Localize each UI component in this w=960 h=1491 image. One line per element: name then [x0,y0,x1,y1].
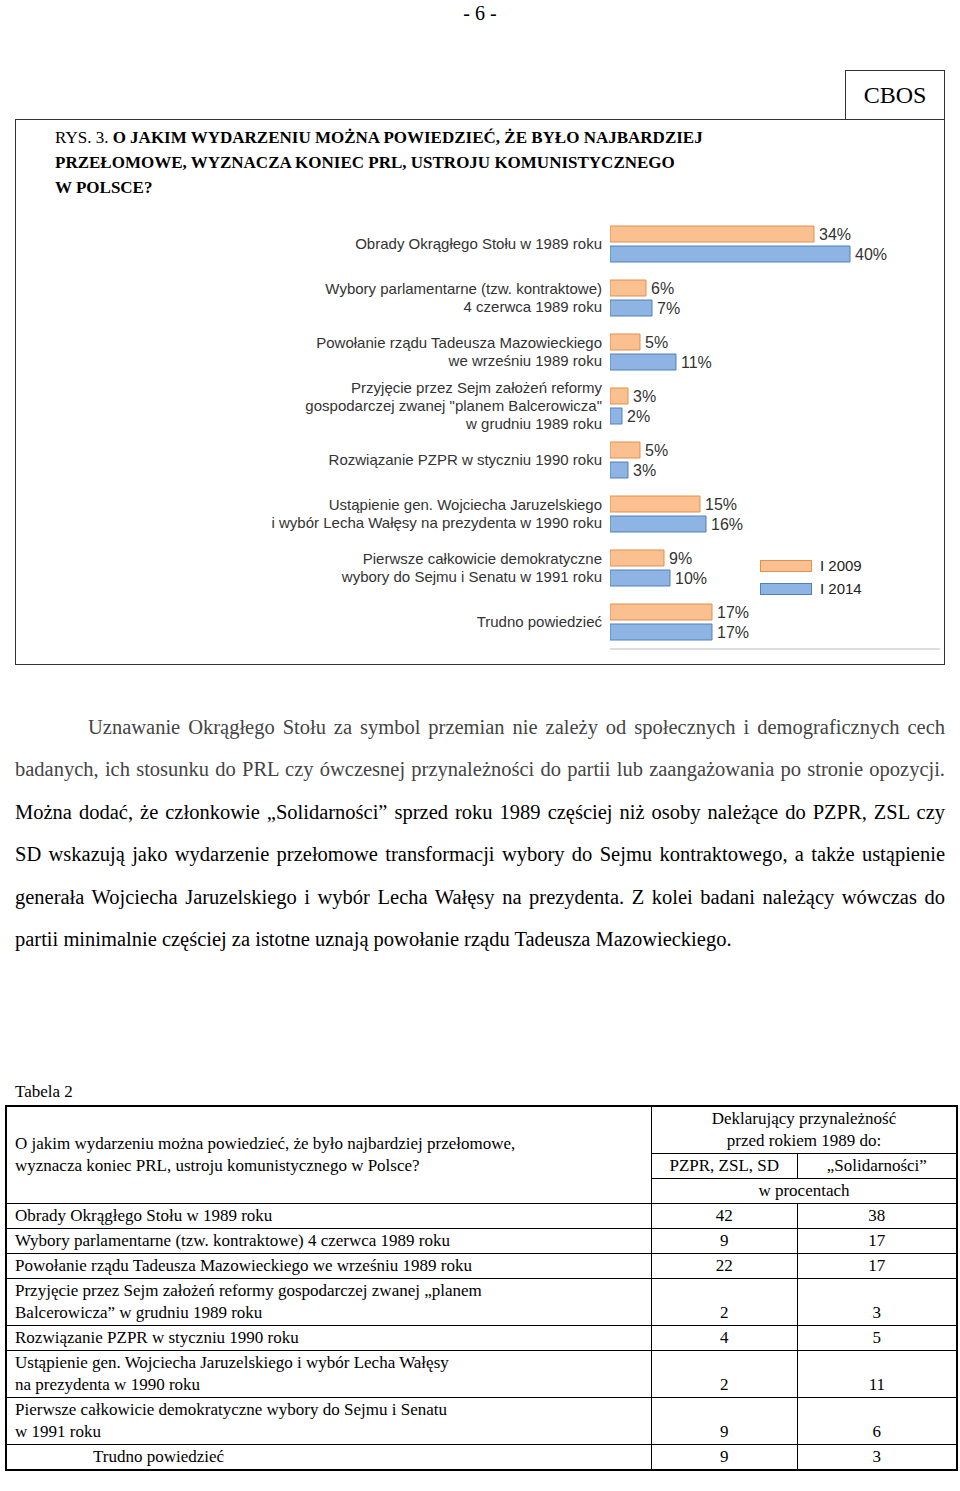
svg-text:15%: 15% [705,496,737,513]
svg-text:10%: 10% [675,570,707,587]
html-text:Obrady Okrągłego Stołu w 1989: Obrady Okrągłego Stołu w 1989 roku [15,1206,273,1225]
svg-text:16%: 16% [711,516,743,533]
html-text:2: 2 [720,1375,729,1394]
svg-text:Przyjęcie przez Sejm założeń r: Przyjęcie przez Sejm założeń reformygosp… [305,379,602,432]
svg-text:Wybory parlamentarne (tzw. kon: Wybory parlamentarne (tzw. kontraktowe)4… [325,280,602,315]
html-text:38: 38 [868,1206,886,1225]
svg-text:Rozwiązanie PZPR w styczniu 19: Rozwiązanie PZPR w styczniu 1990 roku [329,451,602,468]
html-text:„Solidarności”: „Solidarności” [826,1156,927,1175]
svg-text:7%: 7% [657,300,680,317]
svg-text:34%: 34% [819,226,851,243]
html-text:I 2009: I 2009 [820,557,862,574]
svg-text:2%: 2% [627,408,650,425]
svg-text:3%: 3% [633,462,656,479]
svg-text:Powołanie rządu Tadeusza Mazow: Powołanie rządu Tadeusza Mazowieckiegowe… [316,334,602,369]
svg-text:5%: 5% [645,334,668,351]
html-text:4: 4 [720,1328,729,1347]
html-text:PZPR, ZSL, SD: PZPR, ZSL, SD [669,1156,780,1175]
html-text:O jakim wydarzeniu można powie: O jakim wydarzeniu można powiedzieć, że … [15,1134,516,1175]
html-text:Powołanie rządu Tadeusza Mazow: Powołanie rządu Tadeusza Mazowieckiego w… [15,1256,472,1275]
html-text:5: 5 [872,1328,882,1347]
svg-text:17%: 17% [717,604,749,621]
svg-text:11%: 11% [681,354,712,371]
html-text:42: 42 [715,1206,733,1225]
html-text:3: 3 [872,1303,882,1322]
html-text:6: 6 [872,1422,882,1441]
html-text:Pierwsze całkowicie demokratyc: Pierwsze całkowicie demokratyczne wybory… [15,1400,447,1441]
html-text:CBOS: CBOS [863,81,927,108]
svg-text:40%: 40% [855,246,887,263]
html-text:17: 17 [868,1231,886,1250]
html-text:I 2014: I 2014 [820,580,862,597]
html-text:17: 17 [868,1256,886,1275]
html-text:9: 9 [720,1231,729,1250]
svg-text:Obrady Okrągłego Stołu w 1989: Obrady Okrągłego Stołu w 1989 roku [355,235,602,252]
html-text:RYS. 3. O JAKIM WYDARZENIU MOŻ: RYS. 3. O JAKIM WYDARZENIU MOŻNA POWIEDZ… [55,128,703,197]
svg-text:17%: 17% [717,624,749,641]
svg-text:9%: 9% [669,550,692,567]
html-text:Uznawanie Okrągłego Stołu za s: Uznawanie Okrągłego Stołu za symbol prze… [15,716,945,781]
html-text:w procentach: w procentach [758,1181,850,1200]
html-text:Przyjęcie przez Sejm założeń r: Przyjęcie przez Sejm założeń reformy gos… [15,1281,482,1322]
html-text:Deklarujący przynależność prze: Deklarujący przynależność przed rokiem 1… [711,1109,897,1150]
html-text:3: 3 [872,1447,882,1466]
html-text:9: 9 [720,1422,729,1441]
html-text:- 6 -: - 6 - [463,2,497,24]
html-text:Rozwiązanie PZPR w styczniu 19: Rozwiązanie PZPR w styczniu 1990 roku [15,1328,299,1347]
svg-text:Ustąpienie gen. Wojciecha Jaru: Ustąpienie gen. Wojciecha Jaruzelskiegoi… [272,496,602,531]
html-text:2: 2 [720,1303,729,1322]
svg-text:Trudno powiedzieć: Trudno powiedzieć [477,613,603,630]
html-text:11: 11 [868,1375,885,1394]
html-text:Trudno powiedzieć: Trudno powiedzieć [93,1447,225,1466]
html-text:9: 9 [720,1447,729,1466]
svg-text:5%: 5% [645,442,668,459]
html-text:Wybory parlamentarne (tzw. kon: Wybory parlamentarne (tzw. kontraktowe) … [15,1231,450,1250]
html-text:Ustąpienie gen. Wojciecha Jaru: Ustąpienie gen. Wojciecha Jaruzelskiego … [15,1353,449,1394]
svg-text:Pierwsze całkowicie demokratyc: Pierwsze całkowicie demokratycznewybory … [341,550,602,585]
html-text:Tabela 2: Tabela 2 [15,1082,73,1101]
svg-text:3%: 3% [633,388,656,405]
html-text:Można dodać, że członkowie „So: Można dodać, że członkowie „Solidarności… [15,800,945,950]
svg-text:6%: 6% [651,280,674,297]
html-text:22: 22 [715,1256,733,1275]
